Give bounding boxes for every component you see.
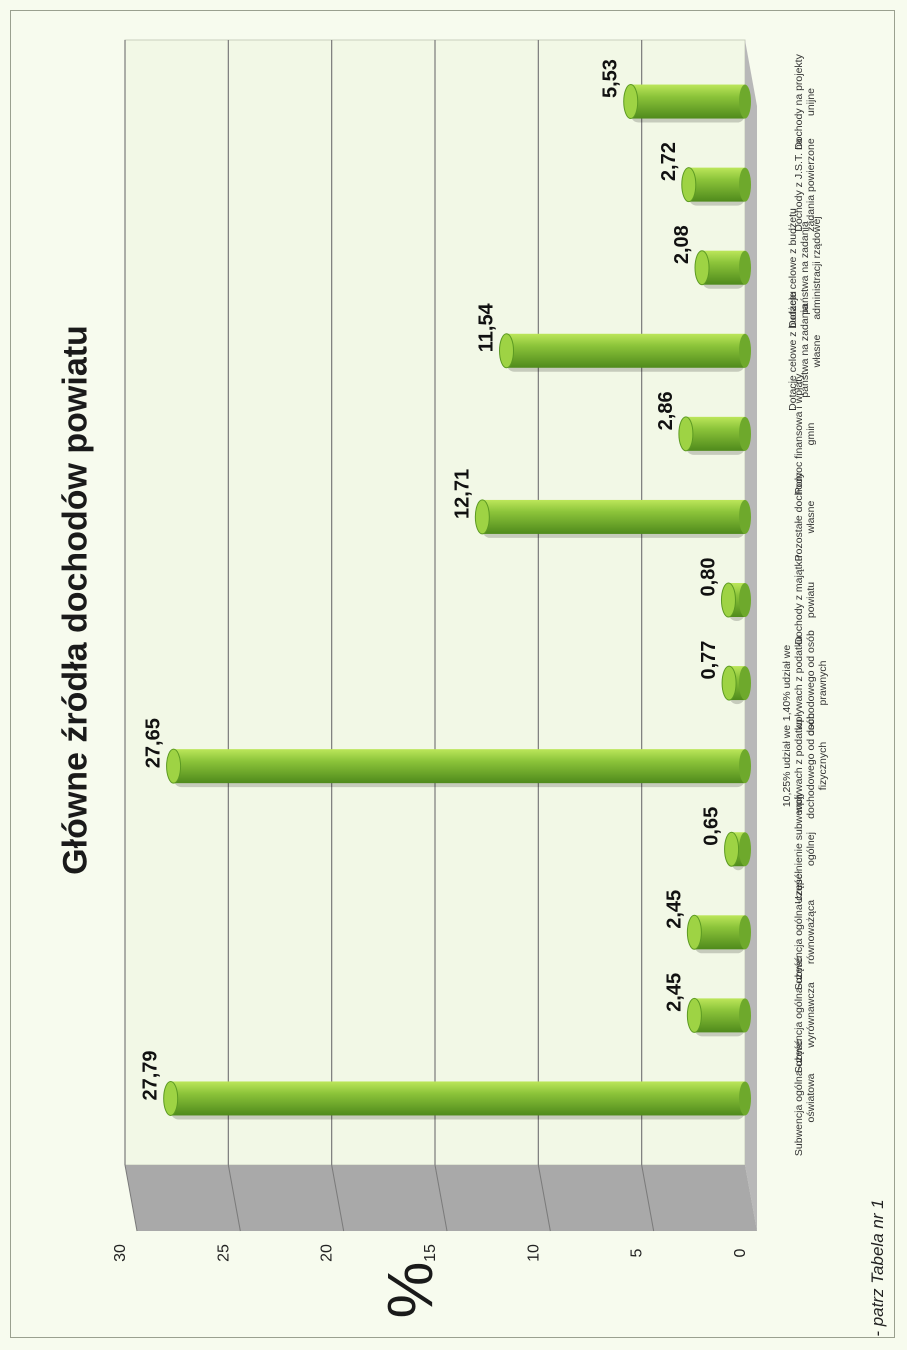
data-label: 27,79 [140, 1050, 162, 1100]
bar [499, 333, 751, 372]
data-label: 27,65 [143, 718, 165, 768]
bar-cap [724, 831, 740, 867]
bar [163, 1080, 751, 1120]
bar-body [630, 84, 745, 119]
y-tick-label: 5 [629, 1248, 646, 1257]
y-axis-label: % [374, 1261, 446, 1319]
bar [686, 914, 751, 954]
gridline-side [641, 1164, 655, 1232]
plot-floor [745, 40, 757, 1231]
gridline-side [331, 1164, 345, 1232]
bar-base [739, 832, 751, 867]
bar-body [173, 749, 746, 784]
data-label: 0,77 [698, 641, 720, 680]
category-label: Dochody na projekty unijne [793, 53, 817, 150]
footnote: - patrz Tabela nr 1 [868, 1199, 887, 1337]
data-label: 2,72 [658, 142, 680, 181]
bar-base [739, 749, 751, 784]
gridline-side [124, 1164, 138, 1232]
gridline-side [537, 1164, 551, 1232]
y-tick-label: 15 [422, 1244, 439, 1262]
bar-cap [681, 167, 697, 203]
bar-cap [686, 997, 702, 1033]
bar-cap [694, 250, 710, 286]
bar-base [739, 998, 751, 1033]
data-label: 2,45 [663, 973, 685, 1012]
bar-cap [678, 416, 694, 452]
data-label: 5,53 [600, 59, 622, 98]
data-label: 0,65 [701, 807, 723, 846]
bar [721, 665, 751, 705]
bar-cap [623, 84, 639, 120]
bar-body [694, 998, 745, 1033]
bar-cap [474, 499, 490, 535]
bar [686, 997, 751, 1037]
bar-cap [686, 914, 702, 950]
bar-base [739, 915, 751, 950]
y-tick-label: 10 [525, 1244, 542, 1262]
bar [694, 250, 751, 289]
bar [623, 84, 751, 123]
bar-base [739, 416, 751, 451]
data-label: 12,71 [451, 469, 473, 519]
bar-cap [163, 1080, 179, 1116]
bar-base [739, 583, 751, 617]
bar-base [739, 333, 751, 368]
bar [166, 748, 751, 788]
bar [474, 499, 751, 538]
y-tick-label: 20 [319, 1244, 336, 1262]
bar-cap [720, 582, 736, 618]
bar-base [739, 84, 751, 119]
gridline-side [227, 1164, 241, 1232]
bar [678, 416, 751, 455]
bar-base [739, 167, 751, 202]
bar-cap [499, 333, 515, 369]
bar-base [739, 666, 751, 701]
bar-base [739, 250, 751, 285]
bar-cap [166, 748, 182, 784]
data-label: 2,86 [655, 391, 677, 430]
bar [724, 831, 751, 871]
bar-body [482, 499, 745, 534]
bar-cap [721, 665, 737, 701]
bar-body [506, 333, 745, 368]
bar [681, 167, 751, 206]
bar-base [739, 499, 751, 534]
chart-frame [10, 10, 895, 1338]
bar [720, 582, 751, 621]
data-label: 0,80 [697, 558, 719, 597]
y-tick-label: 30 [112, 1244, 129, 1262]
data-label: 2,45 [663, 890, 685, 929]
y-tick-label: 25 [215, 1244, 232, 1262]
data-label: 11,54 [476, 302, 498, 352]
bar-body [685, 416, 745, 451]
y-tick-label: 0 [732, 1248, 749, 1257]
gridline-side [434, 1164, 448, 1232]
chart-title: Główne źródła dochodów powiatu [56, 325, 95, 875]
bar-body [688, 167, 745, 202]
bar-body [694, 915, 745, 950]
data-label: 2,08 [671, 225, 693, 264]
bar-base [739, 1081, 751, 1116]
bar-body [170, 1081, 745, 1116]
